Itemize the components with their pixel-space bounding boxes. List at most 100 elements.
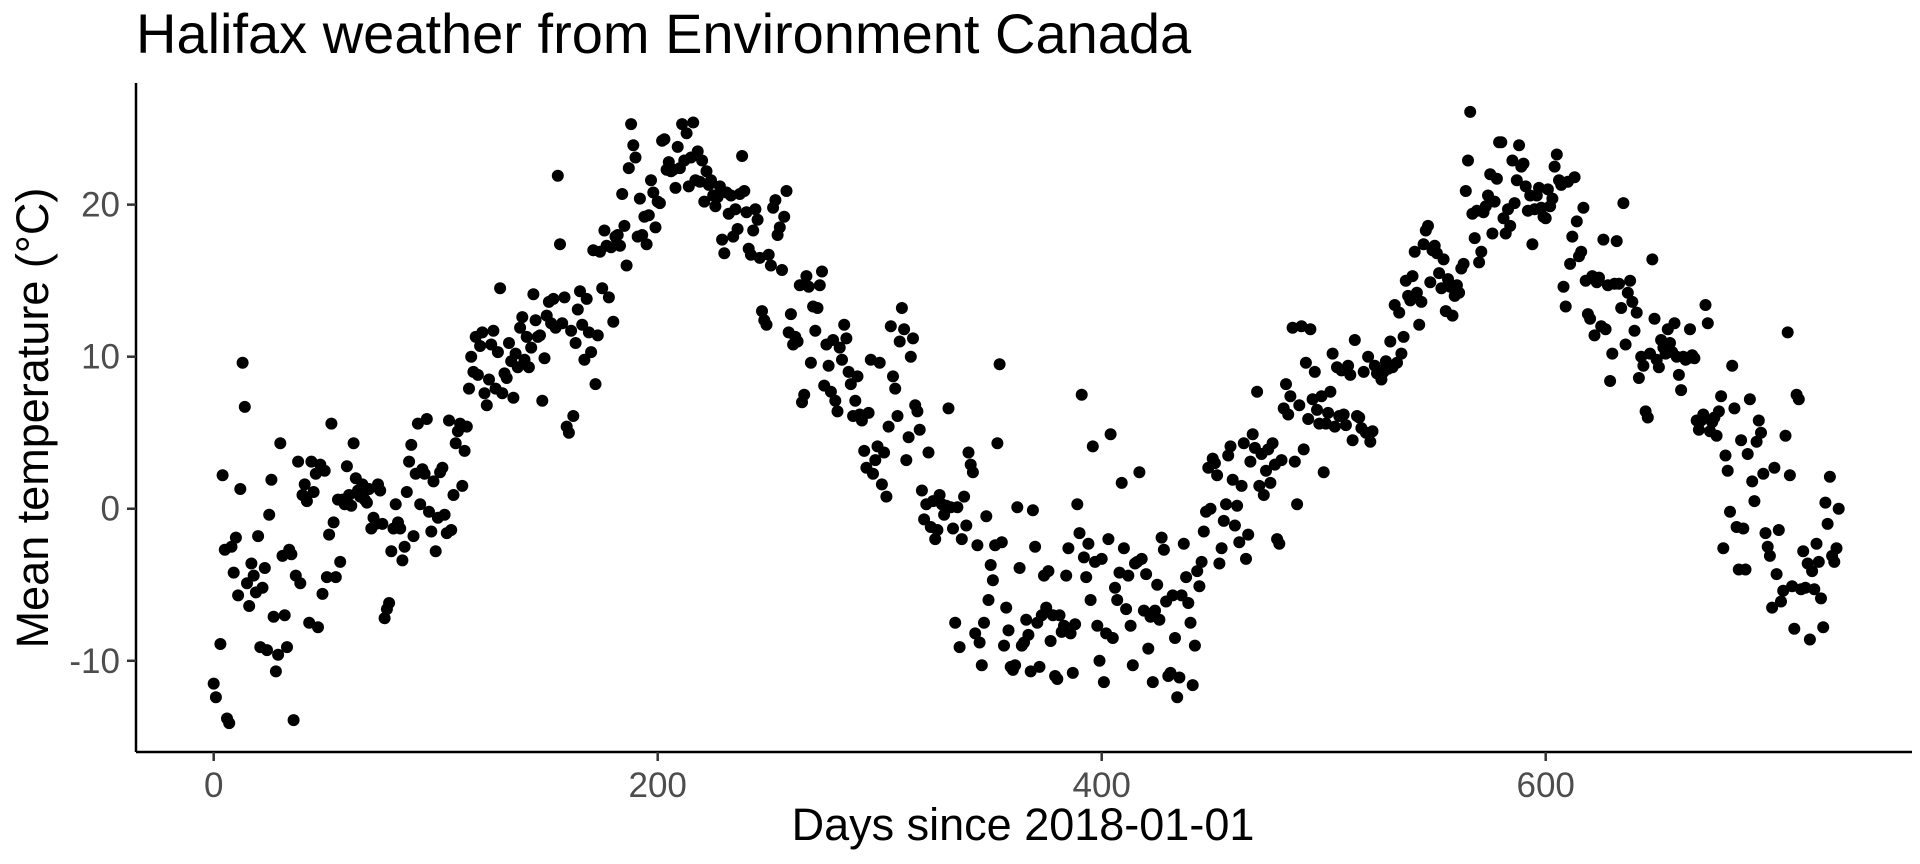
data-point <box>1664 337 1676 349</box>
data-point <box>1446 309 1459 322</box>
data-point <box>1781 326 1794 339</box>
data-point <box>1719 449 1732 462</box>
data-point <box>1348 334 1361 346</box>
data-point <box>1013 562 1026 574</box>
data-point <box>1173 671 1186 684</box>
data-point <box>325 417 338 430</box>
data-point <box>1115 476 1128 489</box>
data-point <box>269 665 282 678</box>
data-point <box>480 399 493 412</box>
data-point <box>862 406 875 419</box>
data-point <box>1510 174 1523 187</box>
data-point <box>281 641 293 654</box>
data-point <box>383 597 396 609</box>
data-point <box>1699 299 1712 311</box>
data-point <box>1188 639 1201 652</box>
data-point <box>975 659 988 672</box>
data-point <box>1257 489 1270 501</box>
data-point <box>1675 384 1688 397</box>
data-point <box>1564 257 1577 270</box>
data-point <box>487 324 500 337</box>
data-point <box>1808 583 1821 596</box>
data-point <box>396 554 409 567</box>
data-point <box>951 501 964 514</box>
data-point <box>320 571 333 584</box>
data-point <box>1086 440 1099 453</box>
data-point <box>1628 324 1641 337</box>
data-point <box>1064 627 1077 640</box>
data-point <box>1288 455 1301 468</box>
data-point <box>627 139 640 152</box>
data-point <box>343 489 356 501</box>
data-point <box>1823 470 1836 483</box>
data-point <box>261 644 273 657</box>
data-point <box>345 499 358 512</box>
data-point <box>756 305 768 318</box>
data-point <box>1672 368 1685 381</box>
data-point <box>1317 466 1330 479</box>
data-point <box>1752 414 1765 427</box>
data-point <box>1750 435 1763 448</box>
data-point <box>969 627 982 640</box>
data-point <box>816 265 828 278</box>
data-point <box>1393 306 1406 319</box>
data-point <box>764 259 777 272</box>
data-point <box>1779 429 1792 442</box>
data-point <box>804 356 817 369</box>
data-point <box>1220 498 1232 511</box>
x-axis-ticks: 0 200 400 600 <box>204 752 1575 805</box>
data-point <box>1153 613 1166 626</box>
x-tick-label: 0 <box>204 766 223 805</box>
data-point <box>893 335 906 348</box>
data-point <box>978 616 990 629</box>
data-point <box>1293 399 1306 412</box>
data-point <box>1739 563 1752 576</box>
data-point <box>776 264 788 276</box>
data-point <box>285 548 298 561</box>
data-point <box>1488 195 1501 208</box>
data-point <box>1224 440 1237 453</box>
data-point <box>538 352 551 365</box>
data-point <box>1413 318 1426 331</box>
data-point <box>436 461 449 474</box>
data-point <box>1193 580 1206 593</box>
data-point <box>1357 365 1370 378</box>
data-point <box>711 191 724 203</box>
data-point <box>616 188 629 200</box>
data-point <box>1726 359 1739 372</box>
data-point <box>680 127 693 140</box>
data-point <box>1559 300 1572 313</box>
data-point <box>1410 286 1423 299</box>
data-point <box>955 533 968 546</box>
data-point <box>1264 476 1277 489</box>
data-point <box>1830 542 1843 555</box>
data-point <box>1468 232 1481 245</box>
data-point <box>507 391 520 404</box>
data-point <box>278 609 291 622</box>
data-point <box>551 169 564 182</box>
data-point <box>1102 533 1115 546</box>
data-point <box>567 410 580 422</box>
data-point <box>1304 323 1317 336</box>
data-point <box>1233 536 1246 549</box>
data-point <box>998 639 1010 652</box>
data-point <box>1641 411 1654 424</box>
data-point <box>334 555 347 568</box>
data-point <box>640 238 653 251</box>
data-point <box>527 288 540 301</box>
data-point <box>418 467 431 480</box>
plot-area: 0 200 400 600 -10 0 10 20 <box>69 83 1912 805</box>
data-point <box>1297 443 1310 456</box>
data-point <box>1000 601 1013 614</box>
data-point <box>1433 267 1446 280</box>
data-point <box>1197 525 1210 538</box>
data-point <box>1812 555 1825 568</box>
data-point <box>225 540 238 553</box>
data-point <box>445 524 458 536</box>
data-point <box>1009 659 1022 672</box>
data-point <box>762 248 775 261</box>
data-point <box>1495 136 1508 149</box>
data-point <box>449 437 462 450</box>
data-point <box>1757 467 1770 480</box>
data-point <box>1095 552 1108 565</box>
